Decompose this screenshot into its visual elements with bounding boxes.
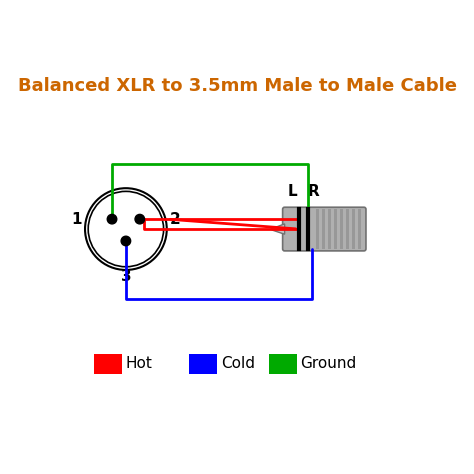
- Text: Cold: Cold: [221, 356, 255, 372]
- Polygon shape: [271, 224, 284, 234]
- Text: 3: 3: [120, 269, 131, 284]
- Bar: [358, 209, 361, 249]
- Bar: [346, 209, 349, 249]
- Text: Balanced XLR to 3.5mm Male to Male Cable: Balanced XLR to 3.5mm Male to Male Cable: [18, 77, 456, 95]
- Bar: [340, 209, 343, 249]
- Text: R: R: [307, 184, 319, 199]
- FancyBboxPatch shape: [190, 354, 217, 374]
- FancyBboxPatch shape: [269, 354, 297, 374]
- Bar: [316, 209, 319, 249]
- Bar: [328, 209, 331, 249]
- FancyBboxPatch shape: [283, 207, 366, 251]
- Circle shape: [121, 236, 131, 246]
- Bar: [322, 209, 325, 249]
- Bar: [334, 209, 337, 249]
- FancyBboxPatch shape: [94, 354, 122, 374]
- Bar: [352, 209, 355, 249]
- Text: L: L: [288, 184, 297, 199]
- Circle shape: [135, 214, 145, 224]
- Text: 2: 2: [170, 212, 181, 227]
- Circle shape: [107, 214, 117, 224]
- Text: Hot: Hot: [126, 356, 153, 372]
- Text: 1: 1: [71, 212, 82, 227]
- Text: Ground: Ground: [301, 356, 357, 372]
